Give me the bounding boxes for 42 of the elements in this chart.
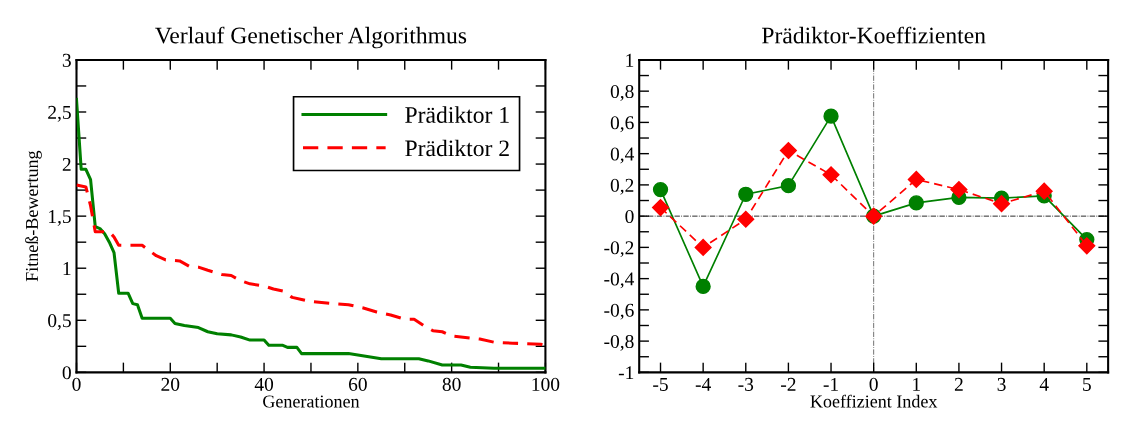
chart-title: Verlauf Genetischer Algorithmus: [155, 26, 467, 49]
y-axis-title: Fitneß-Bewertung: [25, 150, 42, 282]
x-tick-label: -4: [695, 377, 711, 391]
y-tick-label: 3: [62, 53, 71, 67]
y-tick-label: 0,4: [610, 147, 635, 164]
y-tick-label: 1: [626, 53, 634, 67]
x-tick-label: 1: [913, 377, 920, 391]
y-tick-label: -0,6: [604, 303, 634, 320]
y-tick-label: 0,5: [48, 314, 71, 331]
y-tick-label: -0,8: [604, 334, 634, 351]
y-tick-label: 0: [62, 366, 71, 380]
x-tick-label: 100: [532, 377, 560, 391]
y-tick-label: 2: [62, 157, 71, 171]
x-tick-label: 5: [1083, 377, 1091, 391]
legend-label: Prädiktor 1: [405, 106, 509, 123]
y-tick-label: 2,5: [48, 105, 71, 122]
y-tick-label: -1: [618, 366, 634, 380]
y-tick-label: 0: [625, 209, 634, 224]
chart-title: Prädiktor-Koeffizienten: [762, 26, 986, 44]
y-tick-label: -0,2: [604, 241, 634, 258]
y-tick-label: 1,5: [49, 210, 71, 226]
legend-label: Prädiktor 2: [405, 139, 509, 157]
y-tick-label: 0,2: [610, 178, 634, 195]
x-tick-label: 2: [954, 377, 963, 391]
y-tick-label: 0,6: [610, 116, 634, 133]
x-tick-label: -3: [738, 377, 754, 391]
y-tick-label: 1: [63, 262, 71, 275]
x-tick-label: -2: [781, 377, 796, 391]
y-tick-label: -0,4: [604, 272, 635, 289]
x-tick-label: 3: [997, 377, 1006, 391]
x-axis-title: Generationen: [263, 395, 360, 408]
x-axis-title: Koeffizient Index: [810, 394, 938, 408]
x-tick-label: 0: [72, 377, 81, 391]
x-tick-label: 20: [161, 377, 180, 391]
y-tick-label: 0,8: [610, 84, 634, 101]
x-tick-label: 0: [869, 377, 878, 391]
x-tick-label: 80: [442, 377, 461, 391]
x-tick-label: -5: [653, 377, 668, 391]
x-tick-label: 60: [348, 377, 367, 391]
x-tick-label: -1: [823, 377, 838, 391]
x-tick-label: 4: [1039, 377, 1049, 391]
x-tick-label: 40: [254, 377, 274, 391]
